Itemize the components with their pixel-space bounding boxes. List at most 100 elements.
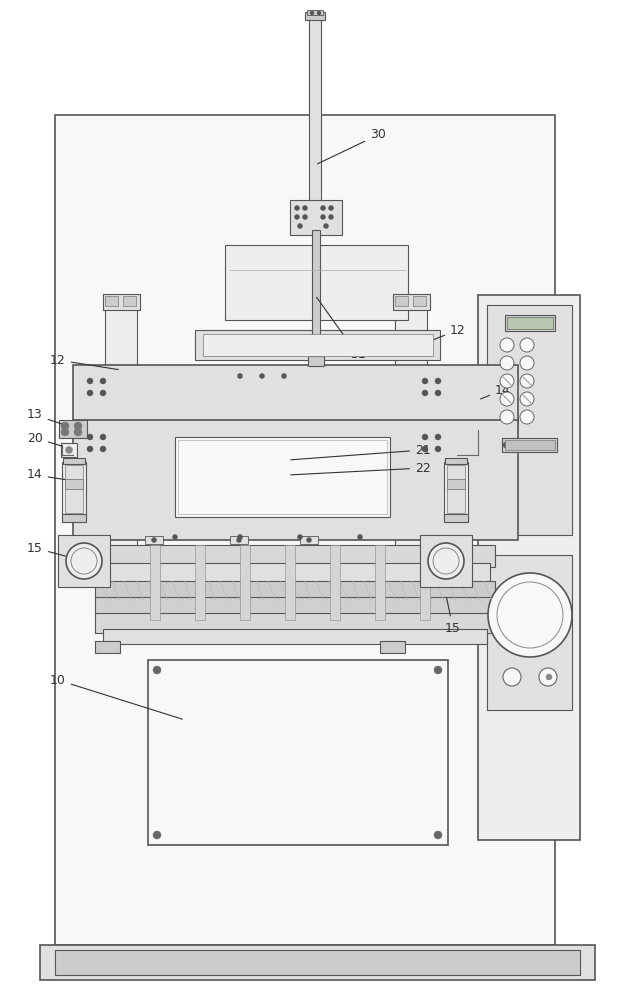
Circle shape: [539, 668, 557, 686]
Bar: [505, 315, 555, 331]
Circle shape: [74, 422, 82, 430]
Bar: [230, 536, 248, 544]
Circle shape: [520, 338, 534, 352]
Circle shape: [422, 378, 428, 384]
Bar: [478, 295, 580, 840]
Bar: [55, 115, 555, 945]
Circle shape: [434, 666, 442, 674]
Bar: [502, 438, 557, 452]
Circle shape: [329, 206, 334, 211]
Bar: [225, 245, 408, 320]
Circle shape: [294, 215, 299, 220]
Circle shape: [435, 378, 441, 384]
Bar: [375, 545, 385, 620]
Circle shape: [434, 831, 442, 839]
Bar: [73, 420, 518, 540]
Bar: [240, 545, 250, 620]
Circle shape: [153, 831, 161, 839]
Circle shape: [306, 538, 311, 542]
Bar: [380, 641, 405, 653]
Circle shape: [500, 410, 514, 424]
Circle shape: [66, 543, 102, 579]
Circle shape: [100, 434, 106, 440]
Text: 10: 10: [50, 674, 182, 719]
Circle shape: [503, 668, 521, 686]
Circle shape: [173, 534, 177, 540]
Bar: [105, 300, 137, 575]
Circle shape: [320, 206, 325, 211]
Circle shape: [500, 392, 514, 406]
Circle shape: [503, 442, 509, 448]
Text: 13: 13: [27, 408, 63, 424]
Bar: [148, 660, 448, 845]
Circle shape: [520, 410, 534, 424]
Circle shape: [546, 674, 552, 680]
Bar: [444, 462, 468, 517]
Bar: [507, 317, 553, 329]
Bar: [105, 296, 118, 306]
Text: 20: 20: [27, 432, 62, 446]
Text: 22: 22: [291, 462, 430, 475]
Bar: [305, 12, 325, 20]
Circle shape: [100, 378, 106, 384]
Circle shape: [294, 206, 299, 211]
Bar: [61, 443, 77, 457]
Circle shape: [320, 215, 325, 220]
Bar: [290, 200, 342, 235]
Circle shape: [65, 446, 73, 454]
Text: 30: 30: [318, 128, 386, 164]
Bar: [59, 420, 87, 438]
Circle shape: [520, 392, 534, 406]
Circle shape: [500, 356, 514, 370]
Bar: [178, 440, 387, 514]
Circle shape: [87, 390, 93, 396]
Text: 14: 14: [27, 468, 65, 482]
Bar: [55, 950, 580, 975]
Circle shape: [488, 573, 572, 657]
Circle shape: [298, 224, 303, 229]
Text: 12: 12: [50, 354, 118, 370]
Bar: [444, 514, 468, 522]
Bar: [195, 545, 205, 620]
Bar: [300, 536, 318, 544]
Circle shape: [422, 434, 428, 440]
Bar: [195, 330, 440, 360]
Bar: [95, 613, 495, 633]
Circle shape: [303, 206, 308, 211]
Bar: [445, 458, 467, 464]
Text: 15: 15: [445, 598, 461, 635]
Bar: [487, 305, 572, 535]
Circle shape: [303, 215, 308, 220]
Circle shape: [428, 543, 464, 579]
Bar: [420, 545, 430, 620]
Bar: [95, 545, 495, 567]
Bar: [103, 563, 490, 585]
Bar: [103, 294, 140, 310]
Bar: [62, 514, 86, 522]
Bar: [73, 365, 518, 423]
Bar: [150, 545, 160, 620]
Circle shape: [61, 428, 69, 436]
Circle shape: [74, 428, 82, 436]
Circle shape: [500, 338, 514, 352]
Bar: [95, 641, 120, 653]
Circle shape: [435, 434, 441, 440]
Bar: [395, 300, 427, 575]
Text: 14: 14: [480, 383, 511, 399]
Bar: [95, 581, 495, 601]
Circle shape: [329, 215, 334, 220]
Circle shape: [237, 534, 242, 540]
Bar: [309, 15, 321, 225]
Circle shape: [100, 446, 106, 452]
Bar: [487, 555, 572, 710]
Circle shape: [422, 390, 428, 396]
Circle shape: [520, 356, 534, 370]
Circle shape: [435, 390, 441, 396]
Bar: [413, 296, 426, 306]
Circle shape: [87, 446, 93, 452]
Bar: [447, 465, 465, 513]
Circle shape: [87, 378, 93, 384]
Bar: [308, 356, 324, 366]
Text: 31: 31: [316, 297, 366, 361]
Text: 12: 12: [398, 324, 466, 354]
